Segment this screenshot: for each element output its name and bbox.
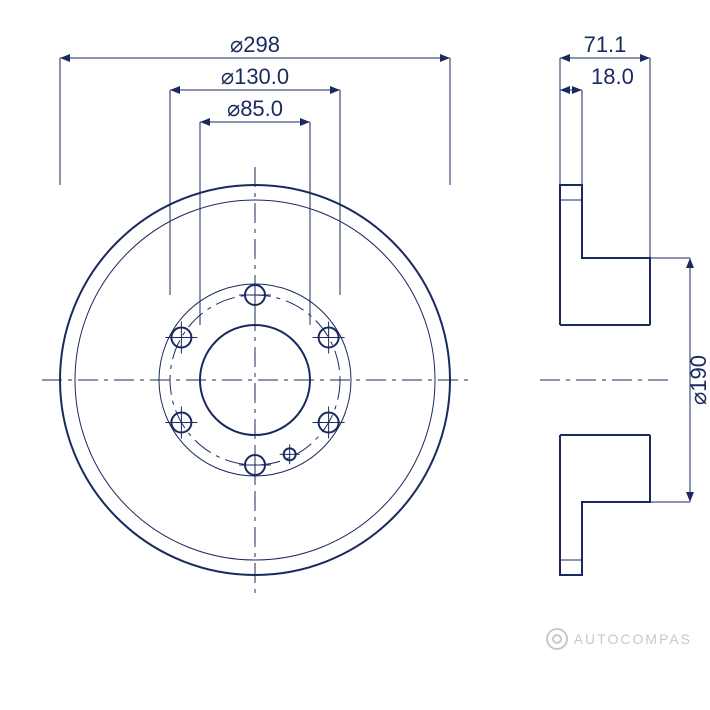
compass-icon: [546, 628, 568, 650]
svg-text:⌀85.0: ⌀85.0: [227, 96, 283, 121]
svg-text:⌀130.0: ⌀130.0: [221, 64, 289, 89]
watermark: AUTOCOMPAS: [546, 628, 692, 650]
svg-text:18.0: 18.0: [591, 64, 634, 89]
svg-text:⌀298: ⌀298: [230, 32, 280, 57]
watermark-text: AUTOCOMPAS: [574, 631, 692, 647]
svg-text:71.1: 71.1: [584, 32, 627, 57]
svg-text:⌀190: ⌀190: [686, 355, 710, 405]
